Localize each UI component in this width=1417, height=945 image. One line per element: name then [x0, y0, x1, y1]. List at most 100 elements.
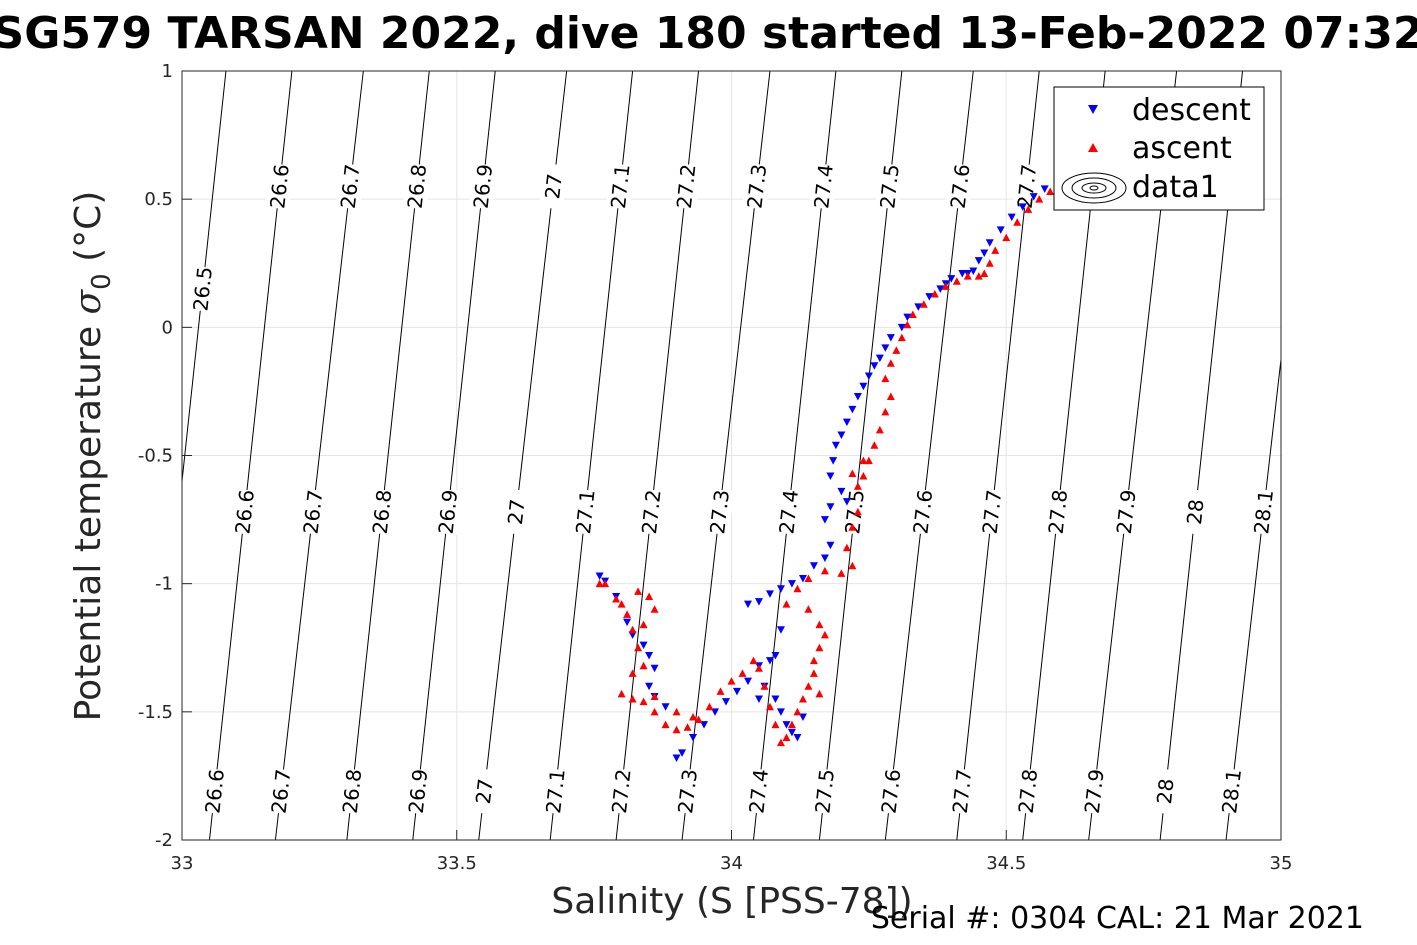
ascent-point: [941, 282, 950, 290]
y-tick-label: -0.5: [138, 446, 173, 467]
isopycnal-label: 26.8: [338, 768, 367, 815]
ascent-point: [617, 689, 626, 698]
ascent-point: [623, 610, 632, 618]
descent-point: [826, 541, 835, 550]
y-axis-label-subscript: 0: [87, 273, 117, 290]
x-tick-label: 33.5: [437, 853, 477, 874]
ascent-point: [595, 579, 604, 588]
isopycnal-label-text: 27.2: [672, 163, 701, 210]
isopycnal-label: 27: [539, 163, 568, 210]
y-tick-label: -1.5: [138, 702, 173, 723]
isopycnal-label-text: 27.9: [1080, 768, 1109, 815]
isopycnal-label: 27.9: [1112, 488, 1141, 535]
isopycnal-label: 27.2: [637, 488, 666, 535]
legend-box: [1053, 86, 1265, 211]
isopycnal-label-text: 27.4: [774, 488, 803, 535]
isopycnal-label-bg: [875, 163, 904, 210]
isopycnal-label-text: 26.8: [368, 488, 397, 535]
ascent-point: [782, 600, 791, 608]
isopycnal-label-text: 26.8: [403, 163, 432, 210]
ascent-point: [628, 669, 637, 677]
isopycnal-label: 26.7: [267, 768, 296, 815]
isopycnal-label: 27.6: [876, 768, 905, 815]
x-tick-label: 34.5: [986, 853, 1026, 874]
isopycnal-label-bg: [1181, 488, 1210, 536]
isopycnal-label-text: 27.7: [948, 768, 977, 815]
legend-contour-icon: [1061, 172, 1127, 204]
descent-point: [793, 733, 802, 742]
descent-point: [996, 226, 1005, 234]
isopycnal-label-bg: [469, 768, 499, 815]
isopycnal-label-bg: [673, 768, 703, 815]
isopycnal-label-text: 27.6: [876, 768, 905, 815]
isopycnal-label-bg: [188, 265, 217, 313]
isopycnal-label-text: 27.1: [541, 768, 570, 815]
isopycnal-label: 27.1: [606, 163, 635, 210]
isopycnal-label-text: 26.8: [338, 768, 367, 815]
isopycnal-label: 27.6: [946, 163, 975, 210]
isopycnal-label-bg: [298, 488, 328, 536]
ascent-point: [815, 689, 824, 698]
isopycnal-label-bg: [367, 488, 397, 536]
isopycnal-label-bg: [541, 768, 570, 815]
legend: descent ascent data1: [1053, 86, 1265, 211]
descent-point: [897, 323, 906, 332]
legend-ascent-label: ascent: [1132, 131, 1232, 166]
descent-point: [628, 631, 637, 639]
ascent-point: [694, 715, 703, 724]
ascent-point: [809, 656, 818, 665]
isopycnal-label: 27.2: [672, 163, 701, 210]
isopycnal-label-text: 27.3: [742, 163, 771, 210]
descent-point: [732, 687, 741, 696]
ascent-point: [727, 677, 736, 685]
descent-point: [645, 682, 654, 691]
isopycnal-label-bg: [265, 163, 294, 210]
ascent-point: [1002, 233, 1011, 242]
ascent-point: [908, 310, 917, 319]
descent-point: [700, 721, 709, 729]
isopycnal-label-text: 27.1: [571, 488, 600, 535]
descent-point: [820, 516, 829, 524]
isopycnal-label-bg: [1217, 768, 1247, 815]
y-tick-label: 0: [162, 317, 173, 338]
ascent-point: [683, 723, 692, 731]
descent-point: [837, 487, 846, 496]
ascent-point: [875, 425, 884, 434]
x-tick-label: 33: [171, 853, 194, 874]
x-axis-label: Salinity (S [PSS-78]): [551, 881, 912, 922]
descent-point: [870, 362, 879, 370]
isopycnal-label-text: 26.9: [469, 163, 498, 210]
isopycnal-label: 26.9: [404, 768, 433, 815]
ascent-point: [903, 320, 912, 329]
y-axis-label-main: Potential temperature: [68, 314, 109, 721]
ascent-point: [716, 687, 725, 695]
isopycnal-label-text: 26.6: [200, 768, 229, 815]
descent-point: [903, 313, 912, 322]
y-tick-label: 1: [162, 61, 173, 82]
descent-series: [595, 185, 1049, 762]
ascent-point: [974, 272, 983, 280]
isopycnal-label-text: 26.6: [230, 488, 259, 535]
ascent-point: [1035, 195, 1044, 203]
descent-point: [842, 498, 851, 506]
ascent-point: [793, 584, 802, 593]
descent-point: [743, 677, 752, 686]
descent-point: [743, 600, 752, 609]
descent-point: [771, 695, 780, 704]
isopycnal-label-text: 26.7: [336, 163, 365, 210]
isopycnal-label: 27: [469, 768, 499, 815]
isopycnal-label-bg: [945, 163, 975, 210]
descent-point: [672, 754, 681, 762]
isopycnal-label: 26.6: [265, 163, 294, 210]
isopycnal-label-bg: [1151, 768, 1180, 815]
descent-point: [771, 651, 780, 660]
ascent-point: [963, 272, 972, 280]
isopycnal-label-bg: [947, 768, 977, 815]
descent-point: [936, 285, 945, 293]
isopycnal-label-bg: [671, 163, 701, 210]
x-tick-label: 35: [1270, 853, 1293, 874]
isopycnal-label: 26.7: [298, 488, 327, 535]
isopycnal-label-text: 28.1: [1217, 768, 1246, 815]
ascent-point: [689, 712, 698, 721]
ascent-point: [886, 392, 895, 401]
